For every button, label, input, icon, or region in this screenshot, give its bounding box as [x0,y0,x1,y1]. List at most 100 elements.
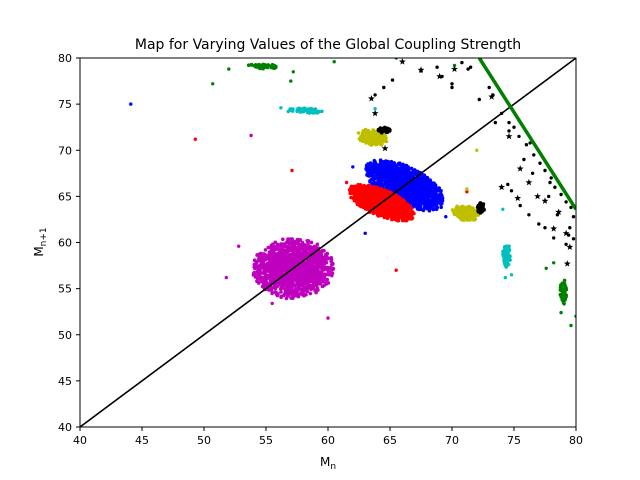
scatter-point [512,125,516,129]
scatter-point [307,247,312,252]
scatter-point [431,207,436,212]
stray-points [224,133,330,320]
scatter-point [401,195,406,199]
scatter-point [262,279,266,284]
scatter-point [390,214,395,219]
x-axis-label-main: M [320,455,330,469]
scatter-point [270,291,274,296]
scatter-point [270,301,274,306]
scatter-point [397,161,402,165]
scatter-point [524,143,529,147]
scatter-point [390,186,395,190]
scatter-point [325,277,330,282]
scatter-point [354,196,358,200]
scatter-cluster [288,106,324,115]
scatter-point [317,263,321,268]
scatter-point [309,240,314,245]
scatter-point [368,179,372,184]
scatter-point [384,139,389,144]
scatter-point [493,120,498,125]
scatter-point [278,261,282,266]
scatter-point [295,292,300,297]
scatter-point [330,273,334,278]
star-marker [516,165,524,172]
star-marker [371,109,379,117]
scatter-point [302,265,307,269]
scatter-point [274,263,278,268]
scatter-point [404,178,408,182]
scatter-point [270,245,274,250]
scatter-point [272,66,276,70]
y-tick-label: 40 [58,421,72,434]
scatter-point [452,209,456,213]
x-tick-label: 70 [445,434,459,447]
scatter-point [267,274,272,279]
scatter-point [356,131,361,135]
scatter-point [408,172,413,177]
scatter-point [271,248,276,253]
scatter-point [314,256,319,261]
scatter-point [377,136,381,141]
scatter-point [563,287,567,292]
scatter-point [319,281,323,285]
identity-line [80,58,576,427]
scatter-cluster [558,278,569,306]
scatter-point [283,254,288,259]
scatter-point [438,201,443,205]
scatter-point [413,186,417,191]
scatter-point [301,286,306,291]
scatter-point [286,257,291,262]
scatter-point [357,200,361,204]
scatter-point [279,290,283,294]
scatter-point [344,180,349,185]
scatter-point [283,277,288,282]
scatter-point [518,203,522,208]
scatter-point [386,159,390,164]
scatter-point [428,178,433,182]
scatter-point [396,185,401,189]
scatter-point [317,249,322,254]
scatter-point [373,93,377,97]
scatter-point [301,278,306,283]
scatter-point [314,290,318,295]
scatter-point [364,195,368,199]
scatter-point [452,63,457,68]
scatter-point [419,188,424,193]
scatter-point [465,190,469,194]
scatter-point [289,237,294,242]
x-tick-label: 55 [259,434,273,447]
scatter-point [478,211,483,215]
star-marker [541,197,549,204]
scatter-point [292,284,297,288]
scatter-point [365,172,369,177]
scatter-point [308,291,313,296]
scatter-point [224,275,228,280]
star-marker [498,183,505,191]
scatter-point [320,109,324,114]
scatter-point [326,265,330,270]
scatter-point [381,160,386,164]
scatter-point [506,262,511,267]
scatter-point [321,264,325,269]
scatter-point [311,264,316,268]
scatter-point [349,195,353,200]
scatter-point [561,282,565,286]
scatter-point [280,284,284,289]
scatter-point [279,294,284,299]
scatter-point [501,207,505,211]
scatter-point [305,260,310,264]
x-axis-ticks: 40 45 50 55 60 65 70 75 80 [73,427,583,447]
lines-layer [80,58,576,427]
scatter-point [266,265,270,270]
x-tick-label: 75 [507,434,521,447]
clusters-layer [129,58,576,328]
scatter-point [387,176,391,181]
scatter-point [571,215,576,219]
scatter-point [509,273,514,277]
scatter-point [393,210,398,214]
scatter-point [463,212,468,217]
scatter-point [482,207,486,212]
star-marker [451,65,458,72]
scatter-point [270,272,275,277]
scatter-point [317,254,322,258]
